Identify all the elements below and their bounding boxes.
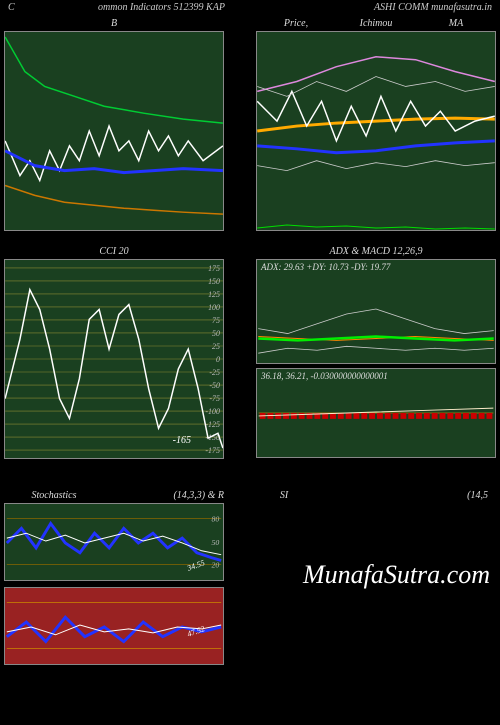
price-title-1: Price, bbox=[256, 18, 336, 29]
header-center: ommon Indicators 512399 KAP bbox=[28, 2, 332, 13]
svg-text:-75: -75 bbox=[209, 394, 220, 403]
price-title-2: Ichimou bbox=[336, 18, 416, 29]
stoch-title-1: Stochastics bbox=[4, 490, 104, 501]
stoch-title-2: (14,3,3) & R bbox=[104, 490, 224, 501]
bollinger-panel bbox=[4, 31, 224, 231]
svg-text:-100: -100 bbox=[205, 407, 220, 416]
svg-text:-25: -25 bbox=[209, 368, 220, 377]
stoch-title-4: (14,5 bbox=[344, 490, 494, 501]
svg-text:75: 75 bbox=[212, 316, 220, 325]
svg-text:175: 175 bbox=[208, 264, 220, 273]
svg-text:25: 25 bbox=[212, 342, 220, 351]
watermark-text: MunafaSutra.com bbox=[303, 560, 490, 590]
stoch-title-3: SI bbox=[224, 490, 344, 501]
svg-text:50: 50 bbox=[211, 538, 219, 547]
svg-text:100: 100 bbox=[208, 303, 220, 312]
adx-macd-title: ADX & MACD 12,26,9 bbox=[256, 246, 496, 257]
bands-title: B bbox=[4, 18, 224, 29]
stochastics-panel: 80502034.55 bbox=[4, 503, 224, 581]
svg-text:0: 0 bbox=[216, 355, 220, 364]
header-left: C bbox=[8, 2, 28, 13]
adx-values-text: ADX: 29.63 +DY: 10.73 -DY: 19.77 bbox=[261, 262, 390, 272]
svg-text:20: 20 bbox=[211, 560, 219, 569]
price-title-3: MA bbox=[416, 18, 496, 29]
header-right: ASHI COMM munafasutra.in bbox=[332, 2, 492, 13]
cci-current-value: -165 bbox=[173, 435, 191, 446]
price-ma-panel bbox=[256, 31, 496, 231]
row-price-bands: B Price, Ichimou MA bbox=[0, 15, 500, 231]
svg-text:125: 125 bbox=[208, 290, 220, 299]
svg-text:-125: -125 bbox=[205, 420, 220, 429]
svg-text:50: 50 bbox=[212, 329, 220, 338]
svg-text:-175: -175 bbox=[205, 446, 220, 455]
svg-text:80: 80 bbox=[211, 515, 219, 524]
macd-panel: 36.18, 36.21, -0.030000000000001 bbox=[256, 368, 496, 458]
svg-text:150: 150 bbox=[208, 277, 220, 286]
cci-title: CCI 20 bbox=[4, 246, 224, 257]
adx-panel: ADX: 29.63 +DY: 10.73 -DY: 19.77 bbox=[256, 259, 496, 364]
svg-text:-50: -50 bbox=[209, 381, 220, 390]
row-cci-adx: CCI 20 175 150 125 100 75 50 25 0 -25 -50 -75 -100 -… bbox=[0, 243, 500, 459]
macd-values-text: 36.18, 36.21, -0.030000000000001 bbox=[261, 371, 388, 381]
rsi-panel: 47.52 bbox=[4, 587, 224, 665]
cci-panel: 1751501251007550250-25-50-75-100-125-150… bbox=[4, 259, 224, 459]
page-header: C ommon Indicators 512399 KAP ASHI COMM … bbox=[0, 0, 500, 15]
